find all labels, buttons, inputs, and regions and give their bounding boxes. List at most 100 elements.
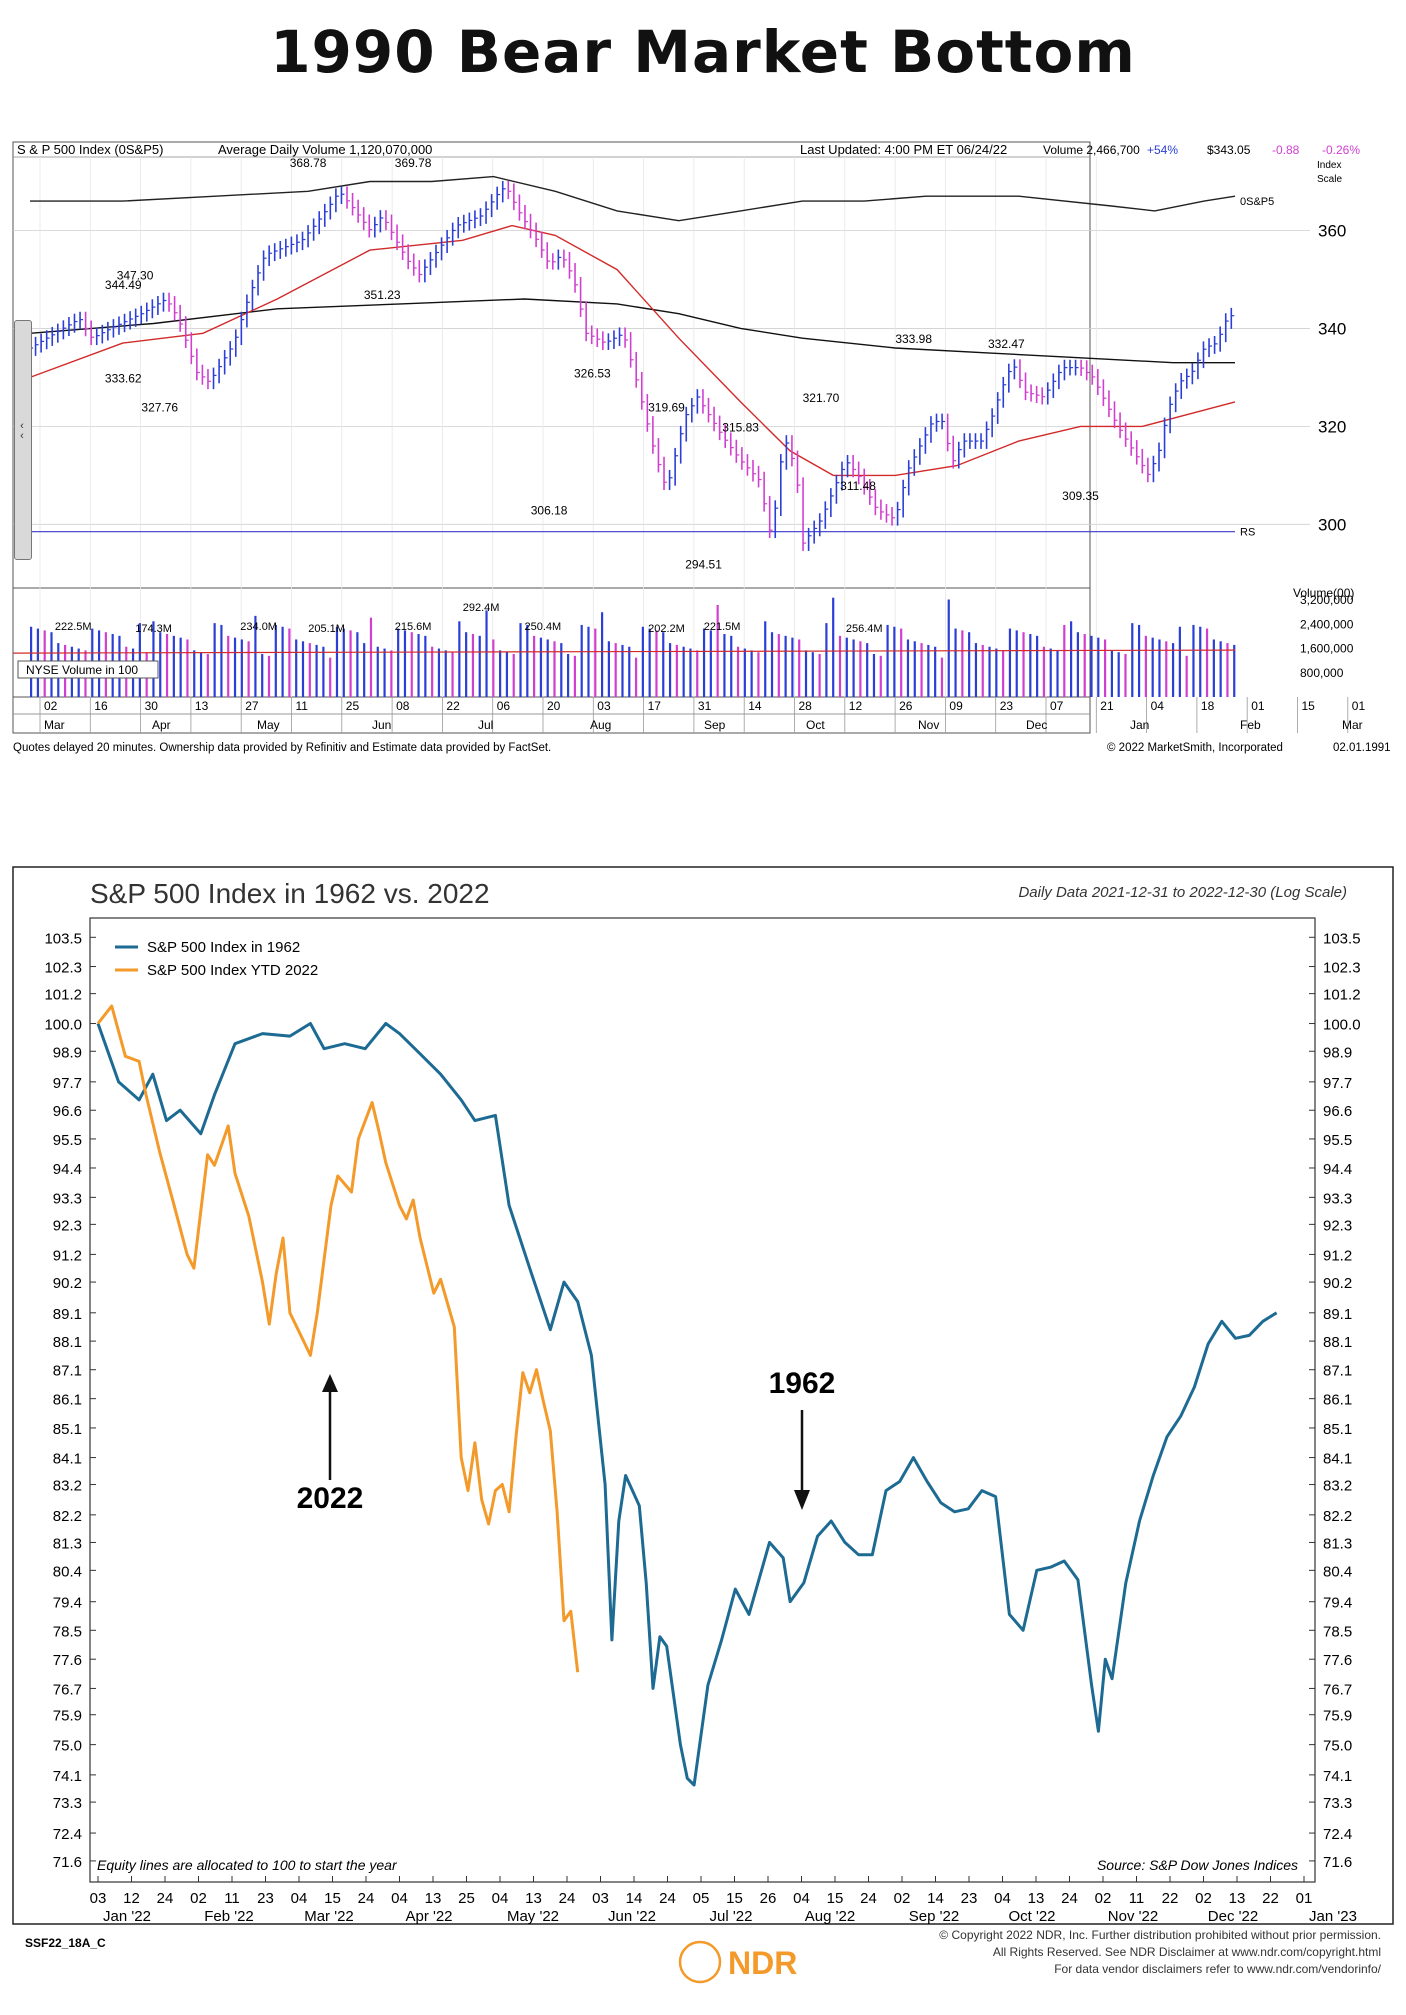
volume-bar (1192, 624, 1195, 697)
volume-bar (893, 626, 896, 697)
volume-bar (1226, 643, 1229, 697)
x-month-label: Aug '22 (805, 1908, 855, 1925)
volume-bar (1036, 635, 1039, 697)
index-scale-label: Index (1317, 160, 1341, 171)
y-label-left: 72.4 (53, 1826, 82, 1843)
x-day-label: 02 (1195, 1890, 1212, 1907)
axis-day-label: 01 (1251, 699, 1265, 713)
x-day-label: 04 (391, 1890, 408, 1907)
volume-bar (566, 654, 570, 697)
volume-bar (954, 628, 957, 697)
volume-bar (410, 632, 413, 697)
volume-bar (845, 637, 848, 697)
price-annotation: 351.23 (364, 288, 401, 302)
volume-bar (193, 650, 196, 697)
volume-annotation: 256.4M (846, 623, 883, 635)
volume-bar (308, 643, 311, 697)
volume-bar (600, 612, 604, 697)
series-1962-line (96, 1022, 1278, 1787)
x-day-label: 11 (224, 1890, 240, 1907)
volume-bar (838, 635, 842, 697)
ndr-logo-emblem (678, 1940, 722, 1984)
volume-bar (662, 632, 665, 697)
volume-bar (329, 657, 332, 697)
axis-month-label: Mar (1342, 718, 1363, 732)
volume-bar (376, 646, 379, 697)
axis-month-label: Feb (1240, 718, 1261, 732)
volume-bar (233, 637, 237, 697)
volume-bar (138, 623, 141, 697)
price-annotation: 319.69 (648, 401, 685, 415)
volume-bar (879, 655, 882, 697)
y-label-right: 74.1 (1323, 1768, 1352, 1785)
volume-bar (682, 646, 685, 697)
x-day-label: 03 (90, 1890, 107, 1907)
volume-bar (981, 644, 984, 697)
axis-day-label: 12 (849, 699, 863, 713)
volume-bar (587, 626, 590, 697)
volume-bar (750, 650, 753, 697)
y-label-right: 88.1 (1323, 1334, 1352, 1351)
x-day-label: 26 (760, 1890, 777, 1907)
volume-bar (1165, 641, 1168, 697)
volume-annotation: 215.6M (395, 621, 432, 633)
volume-annotation: 221.5M (704, 621, 741, 633)
x-month-label: Jan '23 (1309, 1908, 1357, 1925)
volume-bar (1178, 626, 1181, 697)
x-day-label: 23 (961, 1890, 978, 1907)
x-day-label: 04 (291, 1890, 308, 1907)
volume-bar (886, 624, 889, 697)
volume-bar (478, 635, 481, 697)
volume-bar (444, 650, 447, 697)
axis-day-label: 04 (1151, 699, 1165, 713)
volume-bar (186, 639, 189, 697)
axis-day-label: 18 (1201, 699, 1215, 713)
y-label-left: 84.1 (53, 1451, 82, 1468)
volume-bar (1151, 637, 1154, 697)
axis-day-label: 21 (1100, 699, 1114, 713)
x-day-label: 04 (994, 1890, 1011, 1907)
volume-bar (961, 630, 964, 697)
volume-bar (261, 654, 264, 697)
price-annotation: 315.83 (722, 420, 759, 434)
volume-bar (1022, 632, 1025, 697)
volume-bar (1117, 652, 1120, 697)
volume-bar (152, 621, 155, 697)
x-day-label: 11 (1129, 1890, 1145, 1907)
volume-annotation: 174.3M (135, 623, 172, 635)
volume-bar (1131, 623, 1134, 697)
volume-bar (872, 654, 876, 697)
y-label-right: 81.3 (1323, 1535, 1352, 1552)
volume-bar (281, 626, 284, 697)
y-label-right: 89.1 (1323, 1306, 1352, 1323)
y-label-left: 71.6 (53, 1854, 82, 1871)
volume-bar (804, 650, 808, 697)
volume-bar (179, 637, 182, 697)
volume-bar (784, 635, 787, 697)
y-label-left: 101.2 (44, 987, 82, 1004)
y-label-right: 94.4 (1323, 1161, 1352, 1178)
volume-bar (866, 643, 869, 697)
volume-bar (199, 652, 203, 697)
volume-bar (295, 639, 298, 697)
x-month-label: Jan '22 (103, 1908, 151, 1925)
volume-bar (791, 637, 794, 697)
x-month-label: Mar '22 (304, 1908, 354, 1925)
y-label-left: 97.7 (53, 1075, 82, 1092)
x-day-label: 02 (190, 1890, 207, 1907)
price-annotation: 333.98 (895, 332, 932, 346)
chart-note: Equity lines are allocated to 100 to sta… (97, 1857, 398, 1873)
volume-bar (431, 646, 434, 697)
volume-bar (743, 648, 746, 697)
volume-bar (621, 644, 624, 697)
x-day-label: 04 (492, 1890, 509, 1907)
price-tick-label: 360 (1318, 221, 1346, 240)
volume-bar (356, 632, 359, 697)
annotation-2022: 2022 (297, 1482, 364, 1515)
series-label: 0S&P5 (1240, 196, 1274, 208)
chart-scrollbar[interactable]: ‹ ‹ (14, 320, 32, 560)
volume-bar (668, 643, 672, 697)
volume-bar (539, 637, 543, 697)
volume-bar (1042, 646, 1046, 697)
